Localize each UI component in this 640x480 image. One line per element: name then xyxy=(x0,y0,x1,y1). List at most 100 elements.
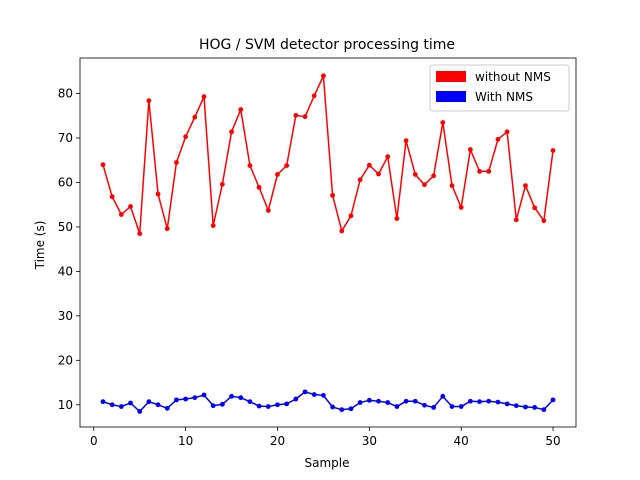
data-point-with-nms xyxy=(174,397,179,403)
data-point-with-nms xyxy=(486,398,492,404)
data-point-without-nms xyxy=(523,183,528,188)
data-point-with-nms xyxy=(394,404,400,409)
y-tick-label: 50 xyxy=(58,220,73,234)
data-point-without-nms xyxy=(321,73,326,79)
data-point-without-nms xyxy=(330,192,335,198)
legend-swatch-with-nms xyxy=(436,91,466,102)
data-point-with-nms xyxy=(458,404,464,409)
data-point-without-nms xyxy=(284,163,290,168)
data-point-with-nms xyxy=(422,402,427,408)
data-point-with-nms xyxy=(128,400,133,406)
data-point-without-nms xyxy=(440,120,446,125)
series-line-with-nms xyxy=(102,391,554,413)
chart-title: HOG / SVM detector processing time xyxy=(199,37,455,53)
data-point-with-nms xyxy=(238,395,244,401)
data-point-without-nms xyxy=(403,138,409,144)
data-point-with-nms xyxy=(229,393,234,399)
data-point-with-nms xyxy=(385,400,391,405)
data-point-without-nms xyxy=(128,204,133,209)
data-point-with-nms xyxy=(302,389,308,395)
legend: without NMS With NMS xyxy=(429,64,570,112)
data-point-without-nms xyxy=(265,208,271,213)
y-tick-label: 20 xyxy=(58,353,73,367)
data-point-without-nms xyxy=(376,171,381,177)
y-axis-label: Time (s) xyxy=(33,221,47,271)
data-point-with-nms xyxy=(431,405,437,410)
data-point-with-nms xyxy=(440,393,446,399)
data-point-without-nms xyxy=(183,134,189,140)
data-point-without-nms xyxy=(118,212,124,217)
data-point-without-nms xyxy=(201,94,207,100)
data-point-without-nms xyxy=(192,114,198,120)
y-tick-label: 70 xyxy=(58,131,73,145)
data-point-with-nms xyxy=(504,401,510,407)
data-point-without-nms xyxy=(155,191,161,197)
y-tick-label: 80 xyxy=(58,87,73,101)
data-point-with-nms xyxy=(366,397,372,403)
data-point-without-nms xyxy=(532,205,538,211)
data-point-without-nms xyxy=(275,172,280,177)
data-point-without-nms xyxy=(109,194,115,200)
data-point-with-nms xyxy=(118,404,124,409)
legend-label-with-nms: With NMS xyxy=(475,90,533,104)
data-point-with-nms xyxy=(357,400,363,405)
data-point-without-nms xyxy=(486,168,492,174)
data-point-with-nms xyxy=(403,398,409,404)
data-point-with-nms xyxy=(100,399,106,405)
data-point-with-nms xyxy=(293,396,299,402)
data-point-without-nms xyxy=(504,129,510,135)
data-point-with-nms xyxy=(495,399,501,405)
data-point-with-nms xyxy=(348,406,354,412)
data-point-without-nms xyxy=(146,98,152,104)
data-point-without-nms xyxy=(550,148,556,153)
axes-frame xyxy=(79,57,577,428)
data-point-with-nms xyxy=(219,401,225,407)
data-point-with-nms xyxy=(477,399,482,405)
data-point-without-nms xyxy=(238,107,244,112)
data-point-without-nms xyxy=(495,136,501,142)
data-point-without-nms xyxy=(210,223,216,229)
x-tick-label: 50 xyxy=(545,434,560,448)
x-tick-label: 40 xyxy=(454,434,469,448)
y-tick-label: 60 xyxy=(58,175,73,189)
data-point-without-nms xyxy=(366,162,372,168)
x-axis-label: Sample xyxy=(305,456,350,470)
data-point-without-nms xyxy=(541,218,547,224)
data-point-without-nms xyxy=(477,168,482,174)
data-point-with-nms xyxy=(146,399,152,405)
data-point-with-nms xyxy=(137,409,143,414)
data-point-with-nms xyxy=(532,405,538,410)
data-point-without-nms xyxy=(394,216,400,221)
data-point-with-nms xyxy=(192,395,198,401)
data-point-with-nms xyxy=(330,404,335,410)
data-point-without-nms xyxy=(513,217,519,223)
data-point-without-nms xyxy=(164,226,170,232)
data-point-with-nms xyxy=(164,405,170,411)
data-point-with-nms xyxy=(265,404,271,409)
data-point-without-nms xyxy=(256,184,262,190)
data-point-without-nms xyxy=(385,154,391,160)
data-point-without-nms xyxy=(422,182,427,188)
data-point-with-nms xyxy=(412,398,418,404)
x-tick-label: 20 xyxy=(270,434,285,448)
data-point-with-nms xyxy=(183,396,189,402)
legend-swatch-without-nms xyxy=(436,71,466,82)
data-point-with-nms xyxy=(467,398,473,404)
data-point-with-nms xyxy=(275,402,280,408)
data-point-with-nms xyxy=(513,403,519,409)
data-point-without-nms xyxy=(431,173,437,179)
x-tick-label: 0 xyxy=(90,434,98,448)
data-point-with-nms xyxy=(376,398,381,404)
data-point-without-nms xyxy=(174,160,179,165)
data-point-with-nms xyxy=(541,407,547,413)
data-point-with-nms xyxy=(256,403,262,409)
data-point-with-nms xyxy=(155,402,161,408)
data-point-without-nms xyxy=(100,162,106,168)
data-point-with-nms xyxy=(247,399,253,405)
data-point-without-nms xyxy=(339,228,345,234)
data-point-with-nms xyxy=(339,407,345,413)
data-point-without-nms xyxy=(458,204,464,210)
data-point-with-nms xyxy=(321,393,326,398)
data-point-without-nms xyxy=(293,112,299,118)
